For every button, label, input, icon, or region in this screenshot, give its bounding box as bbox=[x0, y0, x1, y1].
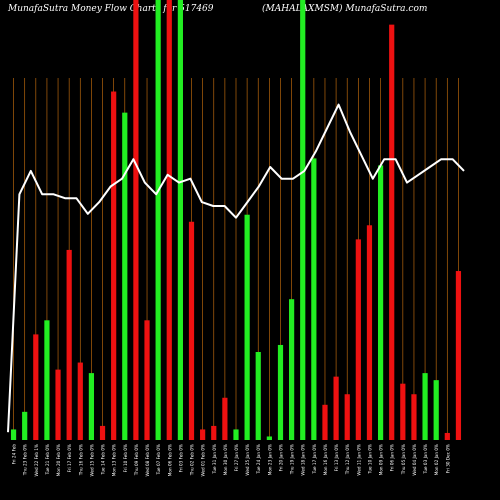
money-flow-bar bbox=[99, 425, 106, 440]
x-tick-label: Fri 13 Jan 0% bbox=[334, 444, 339, 471]
price-line bbox=[7, 103, 465, 433]
money-flow-bar bbox=[200, 429, 206, 440]
money-flow-bar bbox=[355, 239, 361, 440]
x-tick-label: Thu 19 Jan 0% bbox=[290, 444, 295, 475]
x-tick-label: Tue 21 Feb 0% bbox=[45, 444, 50, 476]
money-flow-bar bbox=[111, 91, 117, 441]
money-flow-bar bbox=[266, 436, 272, 440]
money-flow-bar bbox=[244, 214, 250, 440]
x-tick-label: Wed 25 Jan 0% bbox=[245, 444, 250, 476]
x-tick-label: Tue 14 Feb 0% bbox=[101, 444, 106, 476]
x-tick-label: Tue 24 Jan 0% bbox=[256, 444, 261, 475]
x-axis-labels: Fri 24 Feb Thu 23 Feb 0% Wed 22 Feb 1% Tue … bbox=[12, 444, 451, 477]
money-flow-bar bbox=[300, 0, 306, 440]
x-tick-label: Tue 10 Jan 0% bbox=[368, 444, 373, 475]
money-flow-bar bbox=[233, 429, 239, 440]
x-tick-label: Thu 09 Feb 0% bbox=[134, 444, 139, 476]
x-tick-label: Mon 30 Jan 0% bbox=[223, 444, 228, 475]
money-flow-bar bbox=[377, 165, 384, 440]
money-flow-bar bbox=[422, 373, 428, 440]
money-flow-bar bbox=[311, 158, 317, 440]
x-tick-label: Mon 20 Feb 0% bbox=[56, 444, 61, 476]
money-flow-bar bbox=[255, 352, 261, 440]
x-tick-label: Thu 16 Feb 0% bbox=[78, 444, 83, 476]
money-flow-bar bbox=[433, 380, 439, 440]
money-flow-bar bbox=[177, 0, 183, 440]
x-tick-label: Mon 13 Feb 0% bbox=[112, 444, 117, 476]
money-flow-bar bbox=[133, 0, 139, 440]
money-flow-bar bbox=[211, 425, 217, 440]
money-flow-bar bbox=[389, 24, 395, 440]
money-flow-bar bbox=[122, 112, 128, 440]
money-flow-bar bbox=[33, 334, 39, 440]
money-flow-bar bbox=[77, 362, 83, 440]
x-tick-label: Fri 30 Dec 0% bbox=[445, 444, 450, 473]
x-tick-label: Thu 02 Feb 0% bbox=[190, 444, 195, 476]
money-flow-bar bbox=[444, 432, 450, 440]
x-tick-label: Tue 07 Feb 0% bbox=[156, 444, 161, 476]
x-tick-label: Mon 02 Jan 0% bbox=[434, 444, 439, 475]
money-flow-bar bbox=[455, 271, 462, 440]
x-tick-label: Tue 17 Jan 0% bbox=[312, 444, 317, 475]
x-tick-label: Fri 06 Jan 0% bbox=[390, 444, 395, 471]
x-tick-label: Wed 11 Jan 0% bbox=[356, 444, 361, 476]
money-flow-bar bbox=[222, 397, 228, 440]
money-flow-bar bbox=[188, 221, 195, 440]
x-tick-label: Mon 09 Jan 0% bbox=[379, 444, 384, 475]
x-tick-label: Wed 08 Feb 0% bbox=[145, 444, 150, 477]
price-line-group bbox=[7, 103, 465, 433]
money-flow-bar bbox=[22, 411, 28, 440]
chart-title-right: (MAHALAXMSM) MunafaSutra.com bbox=[262, 4, 428, 14]
x-tick-label: Tue 31 Jan 0% bbox=[212, 444, 217, 475]
x-tick-label: Thu 23 Feb 0% bbox=[23, 444, 28, 476]
money-flow-bar bbox=[277, 344, 284, 440]
x-tick-label: Mon 06 Feb 0% bbox=[167, 444, 172, 476]
money-flow-bar bbox=[55, 369, 61, 440]
x-tick-label: Fri 20 Jan 0% bbox=[279, 444, 284, 471]
money-flow-bar bbox=[44, 320, 50, 440]
money-flow-bar bbox=[155, 0, 161, 440]
x-tick-label: Wed 01 Feb 0% bbox=[201, 444, 206, 477]
chart-title-left: MunafaSutra Money Flow Charts for 517469 bbox=[8, 4, 214, 14]
x-tick-label: Mon 16 Jan 0% bbox=[323, 444, 328, 475]
x-tick-label: Mon 23 Jan 0% bbox=[267, 444, 272, 475]
money-flow-bar bbox=[344, 394, 350, 440]
x-tick-label: Fri 03 Feb 0% bbox=[178, 444, 183, 472]
money-flow-bar bbox=[10, 429, 17, 440]
x-tick-label: Wed 18 Jan 0% bbox=[301, 444, 306, 476]
x-tick-label: Fri 24 Feb bbox=[12, 444, 17, 465]
money-flow-bar bbox=[88, 373, 95, 440]
money-flow-bar bbox=[144, 320, 150, 440]
x-tick-label: Fri 10 Feb 0% bbox=[123, 444, 128, 472]
money-flow-bar bbox=[322, 404, 328, 440]
money-flow-bars bbox=[10, 0, 462, 441]
money-flow-bar bbox=[411, 394, 417, 440]
x-tick-label: Thu 12 Jan 0% bbox=[345, 444, 350, 475]
money-flow-bar bbox=[66, 249, 72, 440]
money-flow-bar bbox=[333, 376, 339, 440]
x-tick-label: Tue 03 Jan 0% bbox=[423, 444, 428, 475]
money-flow-bar bbox=[166, 0, 172, 440]
money-flow-bar bbox=[366, 225, 373, 440]
x-tick-label: Fri 27 Jan 0% bbox=[234, 444, 239, 471]
x-tick-label: Wed 04 Jan 0% bbox=[412, 444, 417, 476]
x-tick-label: Thu 05 Jan 0% bbox=[401, 444, 406, 475]
x-tick-label: Fri 17 Feb 0% bbox=[67, 444, 72, 472]
x-tick-label: Wed 15 Feb 0% bbox=[89, 444, 94, 477]
x-tick-label: Wed 22 Feb 1% bbox=[34, 444, 39, 477]
money-flow-bar bbox=[289, 299, 295, 440]
money-flow-bar bbox=[400, 383, 406, 440]
